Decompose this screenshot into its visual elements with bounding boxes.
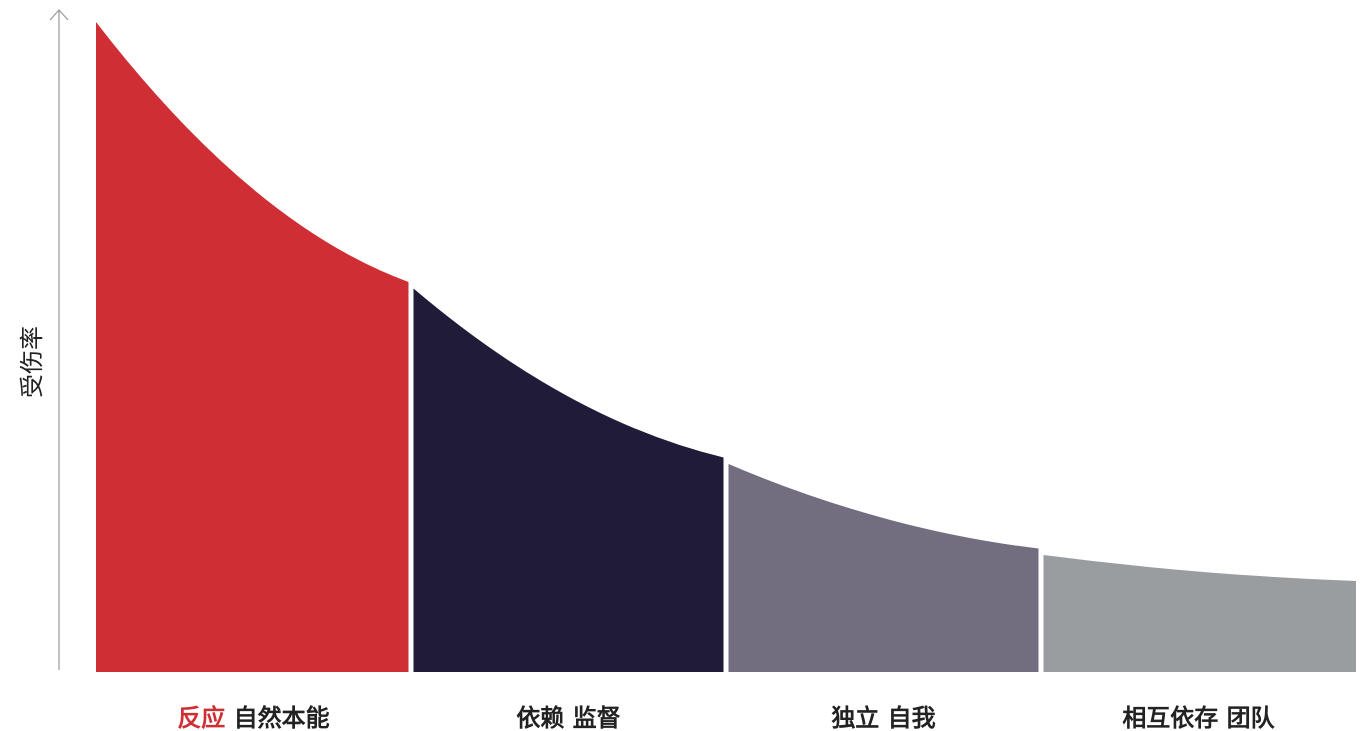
stage-area-3	[728, 464, 1039, 672]
stage-areas	[96, 22, 1356, 672]
stage-label-text: 自然本能	[234, 704, 330, 731]
stage-area-2	[413, 288, 724, 672]
stage-label-3: 独立 自我	[831, 704, 935, 731]
stage-area-1	[96, 22, 409, 672]
stage-label-text: 相互依存 团队	[1122, 704, 1275, 731]
y-axis	[49, 9, 69, 670]
stage-labels: 反应 自然本能 依赖 监督 独立 自我 相互依存 团队	[177, 704, 1275, 731]
stage-label-1: 反应 自然本能	[177, 704, 329, 731]
stage-label-4: 相互依存 团队	[1122, 704, 1275, 731]
stage-label-emphasis: 反应	[177, 704, 233, 731]
stage-area-4	[1043, 555, 1356, 672]
y-axis-arrow-icon	[49, 9, 69, 21]
stage-label-text: 依赖 监督	[516, 704, 620, 731]
y-axis-label: 受伤率	[18, 326, 46, 398]
stage-label-2: 依赖 监督	[516, 704, 620, 731]
stage-label-text: 独立 自我	[831, 704, 935, 731]
